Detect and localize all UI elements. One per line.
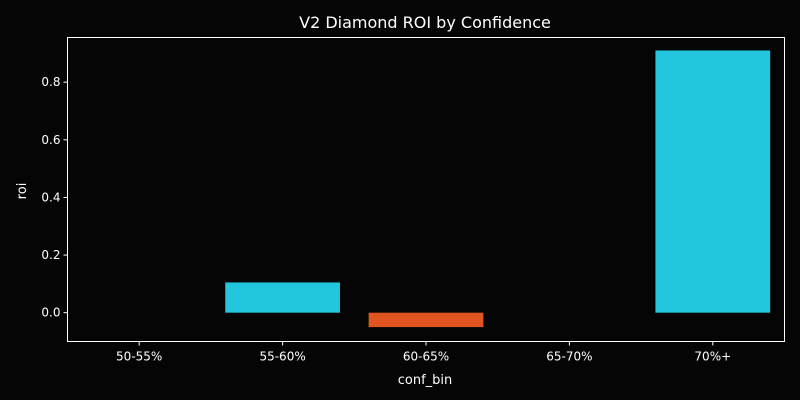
plot-frame [67, 37, 785, 342]
bar-55-60 [225, 282, 340, 313]
x-tick-label: 65-70% [546, 350, 592, 364]
y-tick-label: 0.0 [41, 306, 60, 320]
chart-title: V2 Diamond ROI by Confidence [299, 13, 551, 32]
bars-group [225, 50, 771, 328]
x-axis-label: conf_bin [398, 373, 453, 388]
x-ticks-group: 50-55% 55-60% 60-65% 65-70% 70%+ [116, 341, 731, 364]
bar-70 [655, 50, 771, 313]
y-tick-label: 0.6 [41, 133, 60, 147]
y-tick-label: 0.8 [41, 75, 60, 89]
x-tick-label: 50-55% [116, 350, 162, 364]
y-tick-label: 0.2 [41, 248, 60, 262]
x-tick-label: 70%+ [694, 350, 731, 364]
y-ticks-group: 0.0 0.2 0.4 0.6 0.8 [41, 75, 68, 320]
y-axis-label: roi [15, 183, 30, 200]
bar-60-65 [368, 312, 484, 328]
x-tick-label: 60-65% [403, 350, 449, 364]
y-tick-label: 0.4 [41, 190, 60, 204]
x-tick-label: 55-60% [259, 350, 305, 364]
